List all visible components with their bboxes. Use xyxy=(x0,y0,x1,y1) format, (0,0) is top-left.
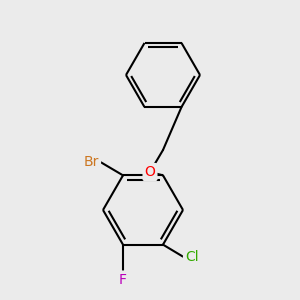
Text: O: O xyxy=(145,165,155,179)
Text: F: F xyxy=(119,273,127,286)
Text: Br: Br xyxy=(84,155,99,170)
Text: Cl: Cl xyxy=(185,250,199,264)
